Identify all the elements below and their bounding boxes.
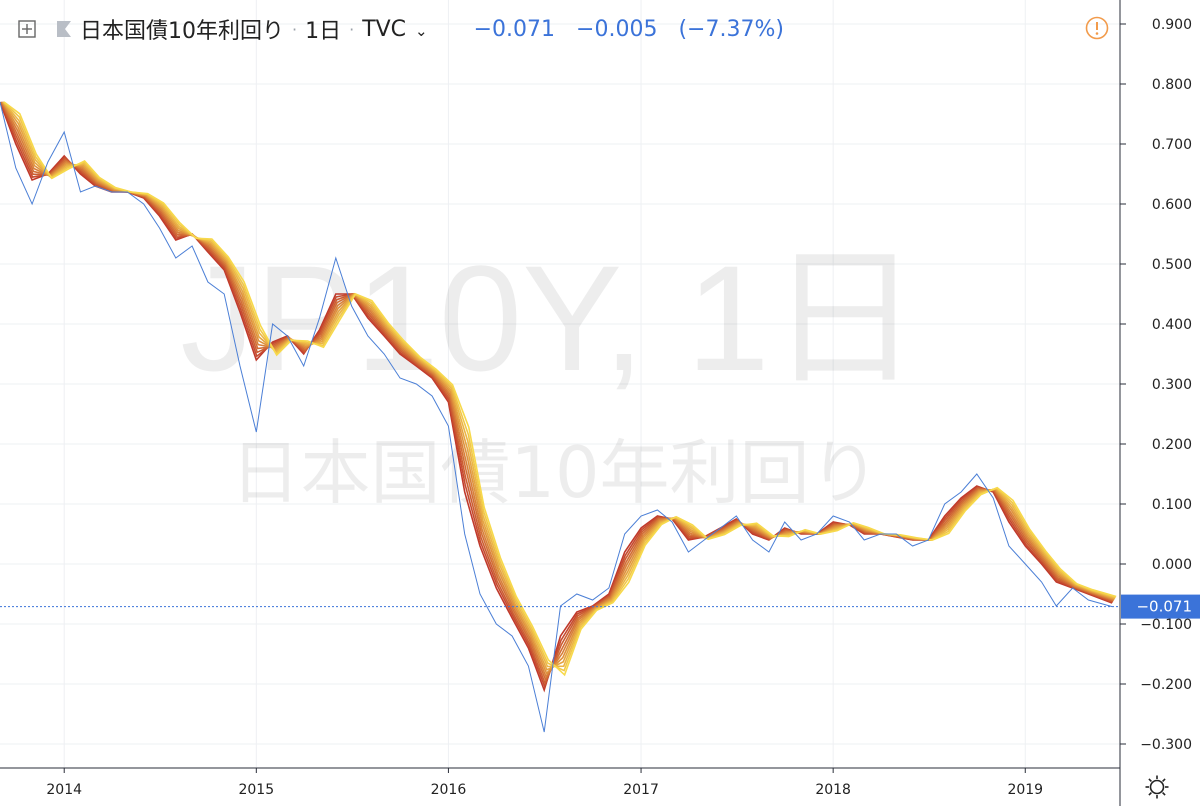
y-tick-label: 0.300	[1152, 377, 1192, 393]
x-tick-label: 2016	[431, 782, 467, 798]
x-tick-label: 2018	[815, 782, 851, 798]
chevron-down-icon: ⌄	[415, 21, 428, 40]
expand-button[interactable]	[18, 20, 36, 38]
y-tick-label: −0.200	[1140, 677, 1192, 693]
watermark-line1: JP10Y, 1日	[180, 234, 919, 402]
time-axis[interactable]: 2014 2015 2016 2017 2018 2019	[46, 768, 1043, 798]
header-values: −0.071 −0.005 (−7.37%)	[474, 17, 798, 42]
y-tick-label: 0.800	[1152, 77, 1192, 93]
y-tick-label: 0.600	[1152, 197, 1192, 213]
y-tick-label: −0.300	[1140, 737, 1192, 753]
price-line	[0, 101, 1113, 733]
alert-icon[interactable]	[1085, 16, 1109, 40]
price-axis[interactable]: 0.900 0.800 0.700 0.600 0.500 0.400 0.300 0.200…	[1120, 17, 1192, 753]
price-label-bg	[1121, 594, 1200, 619]
gear-icon[interactable]	[1144, 774, 1170, 800]
y-tick-label: 0.400	[1152, 317, 1192, 333]
exchange-selector[interactable]: TVC ⌄	[362, 17, 427, 42]
grid-lines	[0, 0, 1120, 768]
symbol-title[interactable]: 日本国債10年利回り	[80, 19, 284, 44]
price-label-text: −0.071	[1136, 598, 1192, 616]
y-tick-label: 0.200	[1152, 437, 1192, 453]
change-value: −0.005	[576, 16, 658, 42]
x-tick-label: 2017	[623, 782, 659, 798]
separator-dot: ·	[292, 19, 298, 39]
plus-square-icon	[18, 20, 36, 38]
y-tick-label: 0.900	[1152, 17, 1192, 33]
watermark: JP10Y, 1日 日本国債10年利回り	[180, 234, 919, 514]
watermark-line2: 日本国債10年利回り	[230, 432, 879, 514]
x-tick-label: 2019	[1007, 782, 1043, 798]
chart-header: 日本国債10年利回り · 1日 · TVC ⌄ −0.071 −0.005 (−…	[18, 14, 798, 44]
separator-dot: ·	[349, 19, 355, 39]
ma-line	[3, 101, 1117, 677]
last-value: −0.071	[473, 16, 556, 42]
y-tick-label: 0.700	[1152, 137, 1192, 153]
y-tick-label: −0.100	[1140, 617, 1192, 633]
change-percent: (−7.37%)	[678, 16, 784, 42]
y-tick-label: 0.500	[1152, 257, 1192, 273]
exchange-label: TVC	[362, 16, 407, 42]
flag-icon[interactable]	[56, 20, 72, 38]
x-tick-label: 2015	[238, 782, 274, 798]
price-label: −0.071	[1121, 594, 1200, 619]
interval-selector[interactable]: 1日	[305, 19, 342, 44]
x-tick-label: 2014	[46, 782, 82, 798]
y-tick-label: 0.000	[1152, 557, 1192, 573]
y-tick-label: 0.100	[1152, 497, 1192, 513]
